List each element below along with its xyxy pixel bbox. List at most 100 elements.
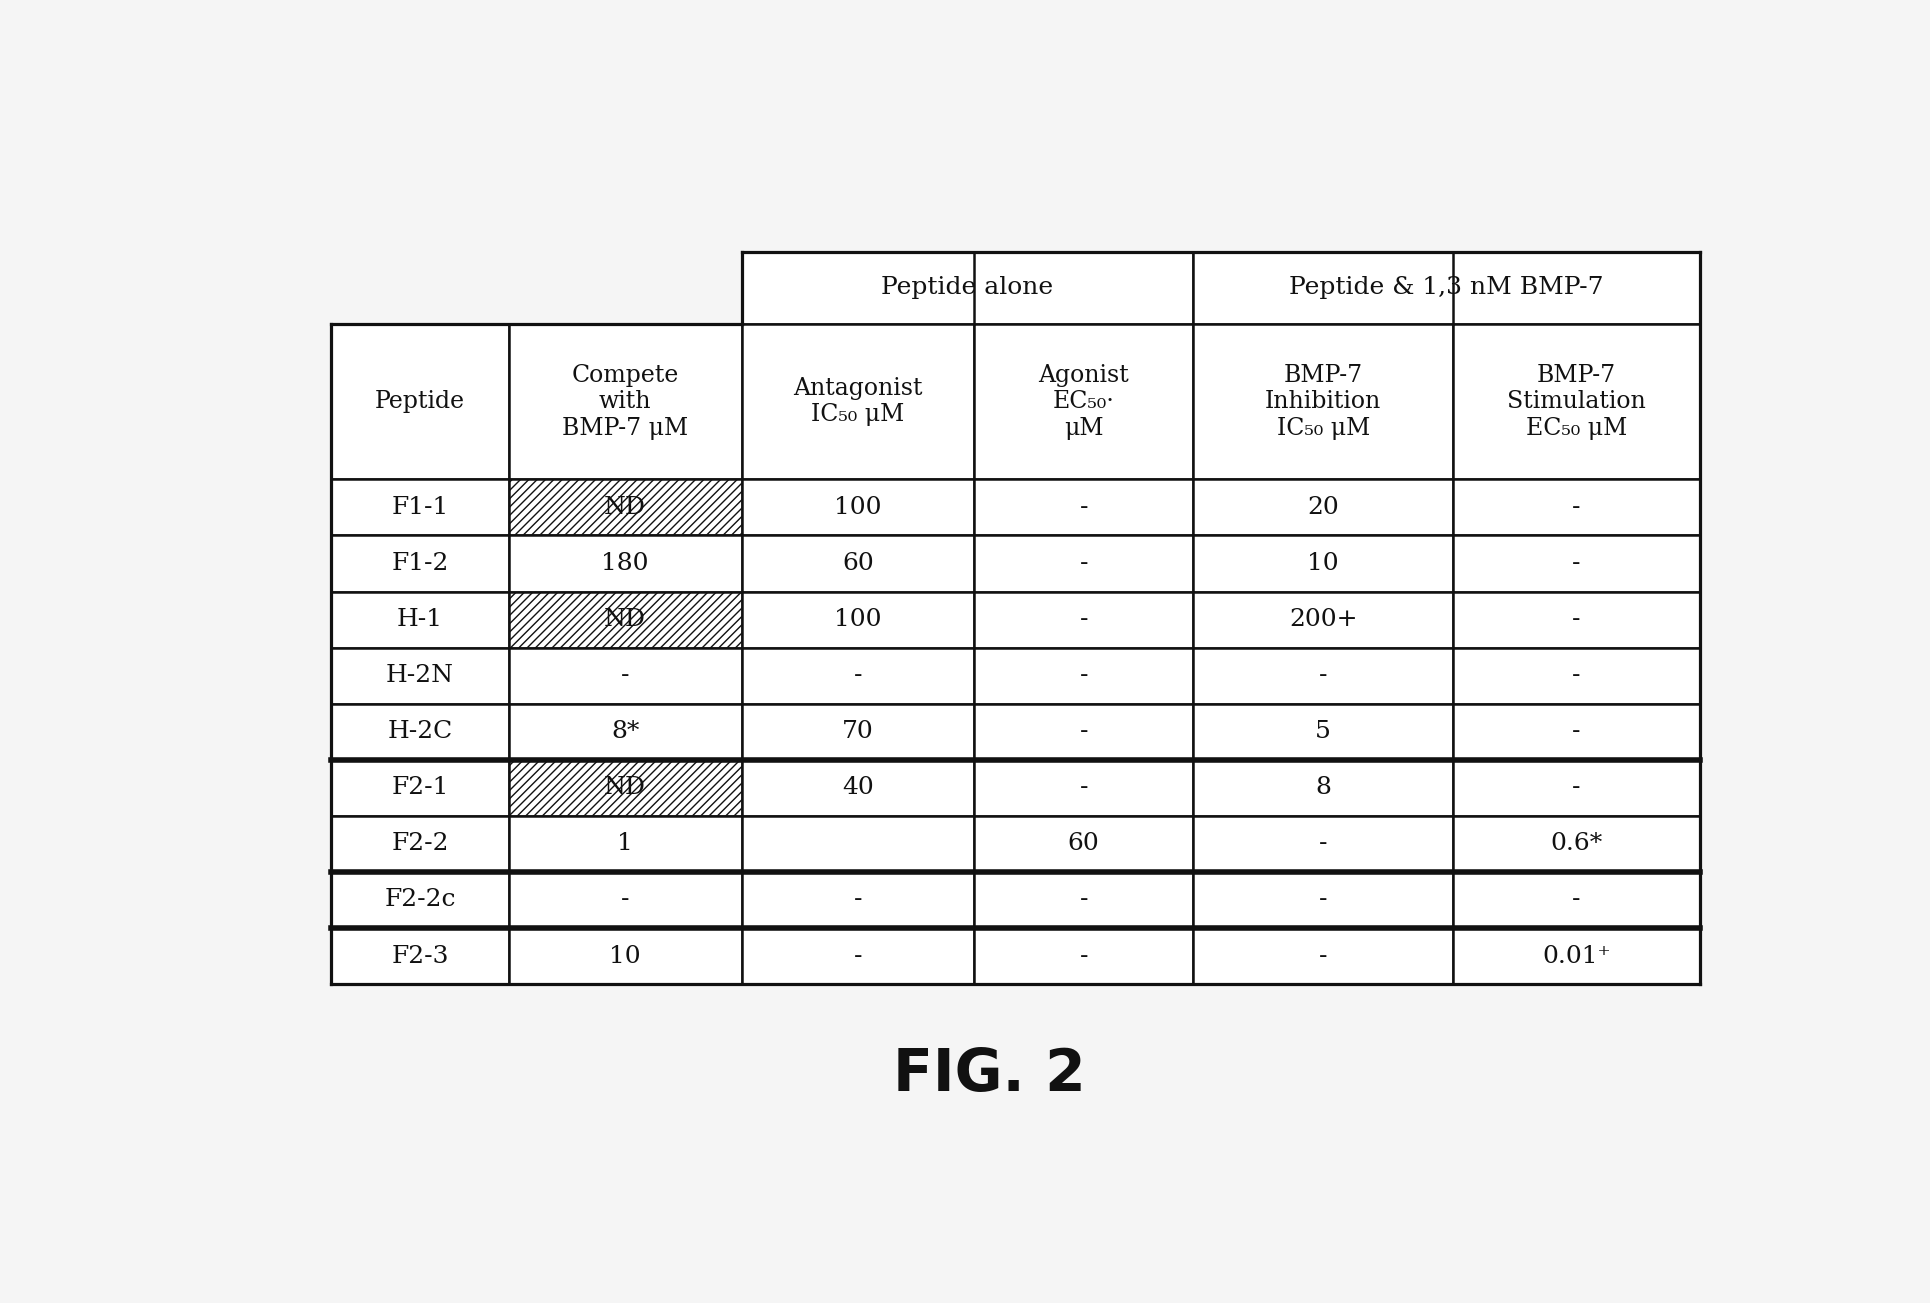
Text: 200+: 200+ (1289, 609, 1357, 631)
Bar (741, 760, 975, 816)
Text: -: - (1318, 833, 1328, 855)
Bar (975, 872, 1193, 928)
Bar (741, 251, 1193, 324)
Bar (1453, 704, 1700, 760)
Text: F2-2c: F2-2c (384, 889, 455, 912)
Bar (510, 536, 741, 592)
Text: -: - (1573, 609, 1581, 631)
Bar (1193, 704, 1453, 760)
Text: Antagonist
IC₅₀ μM: Antagonist IC₅₀ μM (793, 377, 923, 426)
Text: -: - (1079, 777, 1089, 799)
Bar (1453, 536, 1700, 592)
Text: -: - (1079, 665, 1089, 687)
Text: -: - (853, 889, 863, 912)
Bar (975, 480, 1193, 536)
Bar (975, 324, 1193, 480)
Text: BMP-7
Stimulation
EC₅₀ μM: BMP-7 Stimulation EC₅₀ μM (1507, 364, 1646, 440)
Bar (975, 816, 1193, 872)
Text: -: - (1573, 496, 1581, 519)
Text: -: - (1573, 665, 1581, 687)
Text: Compete
with
BMP-7 μM: Compete with BMP-7 μM (562, 364, 689, 440)
Bar (975, 704, 1193, 760)
Bar (510, 648, 741, 704)
Text: 60: 60 (841, 552, 874, 575)
Text: F2-2: F2-2 (392, 833, 448, 855)
Bar (1193, 816, 1453, 872)
Text: H-2C: H-2C (388, 721, 452, 743)
Bar (510, 760, 741, 816)
Text: 8: 8 (1316, 777, 1332, 799)
Text: 1: 1 (618, 833, 633, 855)
Text: Agonist
EC₅₀·
μM: Agonist EC₅₀· μM (1038, 364, 1129, 440)
Bar (1453, 324, 1700, 480)
Bar (332, 704, 510, 760)
Text: -: - (1079, 552, 1089, 575)
Bar (332, 536, 510, 592)
Text: -: - (1318, 945, 1328, 968)
Bar (332, 816, 510, 872)
Text: 0.6*: 0.6* (1550, 833, 1602, 855)
Text: Peptide: Peptide (374, 390, 465, 413)
Text: F2-1: F2-1 (392, 777, 448, 799)
Bar (510, 592, 741, 648)
Bar (1193, 760, 1453, 816)
Text: -: - (1079, 609, 1089, 631)
Bar (1453, 760, 1700, 816)
Bar (510, 704, 741, 760)
Bar (741, 648, 975, 704)
Text: ND: ND (604, 496, 647, 519)
Text: F1-2: F1-2 (392, 552, 448, 575)
Text: 100: 100 (834, 609, 882, 631)
Bar (741, 928, 975, 984)
Bar (1453, 592, 1700, 648)
Text: F1-1: F1-1 (392, 496, 448, 519)
Text: 20: 20 (1307, 496, 1339, 519)
Bar (1193, 592, 1453, 648)
Text: -: - (621, 665, 629, 687)
Text: 60: 60 (1067, 833, 1100, 855)
Bar (332, 592, 510, 648)
Text: -: - (853, 945, 863, 968)
Text: 8*: 8* (612, 721, 639, 743)
Text: Peptide & 1,3 nM BMP-7: Peptide & 1,3 nM BMP-7 (1289, 276, 1604, 300)
Bar (332, 648, 510, 704)
Text: -: - (1079, 496, 1089, 519)
Bar (1193, 324, 1453, 480)
Bar (332, 480, 510, 536)
Text: F2-3: F2-3 (392, 945, 448, 968)
Text: -: - (1573, 889, 1581, 912)
Text: 70: 70 (841, 721, 874, 743)
Bar (1193, 648, 1453, 704)
Bar (741, 536, 975, 592)
Text: -: - (853, 665, 863, 687)
Text: 40: 40 (841, 777, 874, 799)
Text: -: - (1573, 777, 1581, 799)
Text: 0.01⁺: 0.01⁺ (1542, 945, 1612, 968)
Text: 10: 10 (1307, 552, 1339, 575)
Text: -: - (1318, 889, 1328, 912)
Bar (975, 592, 1193, 648)
Text: -: - (1079, 945, 1089, 968)
Text: ND: ND (604, 609, 647, 631)
Bar (510, 872, 741, 928)
Text: H-2N: H-2N (386, 665, 454, 687)
Bar (1453, 928, 1700, 984)
Bar (1453, 816, 1700, 872)
Bar (1193, 480, 1453, 536)
Bar (741, 480, 975, 536)
Text: FIG. 2: FIG. 2 (894, 1046, 1085, 1102)
Bar (741, 872, 975, 928)
Bar (510, 324, 741, 480)
Bar (1193, 251, 1700, 324)
Bar (332, 928, 510, 984)
Text: -: - (1573, 552, 1581, 575)
Text: ND: ND (604, 777, 647, 799)
Bar (332, 760, 510, 816)
Bar (741, 816, 975, 872)
Bar (975, 928, 1193, 984)
Bar (1453, 872, 1700, 928)
Text: -: - (621, 889, 629, 912)
Bar (741, 704, 975, 760)
Text: Peptide alone: Peptide alone (882, 276, 1054, 300)
Text: 5: 5 (1316, 721, 1332, 743)
